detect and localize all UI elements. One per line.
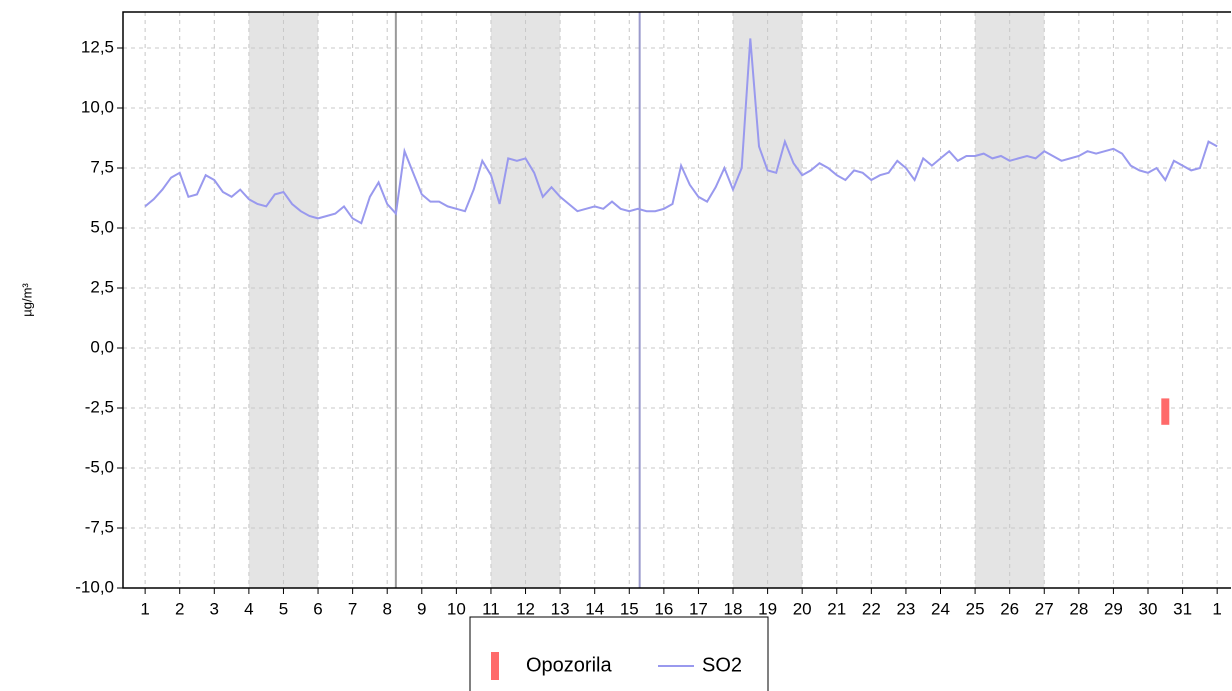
legend-box: [469, 616, 769, 691]
y-tick-label: -10,0: [75, 577, 114, 596]
plot-frame: [122, 11, 1231, 589]
x-tick-label: 12: [516, 599, 535, 618]
y-tick-label: -7,5: [85, 517, 114, 536]
x-tick-label: 1: [140, 599, 149, 618]
x-tick-label: 14: [585, 599, 604, 618]
x-tick-label: 27: [1035, 599, 1054, 618]
y-tick-label: 5,0: [90, 217, 114, 236]
x-tick-label: 29: [1104, 599, 1123, 618]
x-tick-label: 23: [896, 599, 915, 618]
x-tick-label: 8: [382, 599, 391, 618]
y-tick-label: 10,0: [81, 97, 114, 116]
x-tick-label: 15: [620, 599, 639, 618]
x-tick-label: 2: [175, 599, 184, 618]
x-tick-label: 11: [482, 599, 500, 618]
so2-line: [144, 38, 1218, 225]
x-tick-label: 31: [1173, 599, 1192, 618]
x-tick-label: 3: [210, 599, 219, 618]
legend-label: SO2: [702, 654, 742, 676]
y-tick-label: -5,0: [85, 457, 114, 476]
y-tick-label: 7,5: [90, 157, 114, 176]
x-tick-label: 6: [313, 599, 322, 618]
y-tick-label: 2,5: [90, 277, 114, 296]
x-tick-label: 30: [1139, 599, 1158, 618]
x-tick-label: 25: [966, 599, 985, 618]
x-tick-label: 17: [689, 599, 708, 618]
warning-mark: [1161, 398, 1170, 425]
y-tick-label: -2,5: [85, 397, 114, 416]
x-tick-label: 18: [724, 599, 743, 618]
y-axis-label: µg/m³: [19, 283, 34, 317]
y-tick-label: 0,0: [90, 337, 114, 356]
x-tick-label: 19: [758, 599, 777, 618]
x-tick-label: 21: [827, 599, 846, 618]
x-tick-label: 10: [447, 599, 466, 618]
x-tick-label: 7: [348, 599, 357, 618]
x-tick-label: 20: [793, 599, 812, 618]
legend-label: Opozorila: [526, 654, 612, 676]
x-tick-label: 13: [551, 599, 570, 618]
x-tick-label: 24: [931, 599, 950, 618]
x-tick-label: 16: [654, 599, 673, 618]
x-tick-label: 26: [1000, 599, 1019, 618]
y-tick-label: 12,5: [81, 37, 114, 56]
x-tick-label: 22: [862, 599, 881, 618]
x-tick-label: 9: [417, 599, 426, 618]
legend-swatch: [491, 652, 499, 680]
x-tick-label: 5: [279, 599, 288, 618]
x-tick-label: 1: [1212, 599, 1221, 618]
x-tick-label: 4: [244, 599, 253, 618]
x-tick-label: 28: [1069, 599, 1088, 618]
